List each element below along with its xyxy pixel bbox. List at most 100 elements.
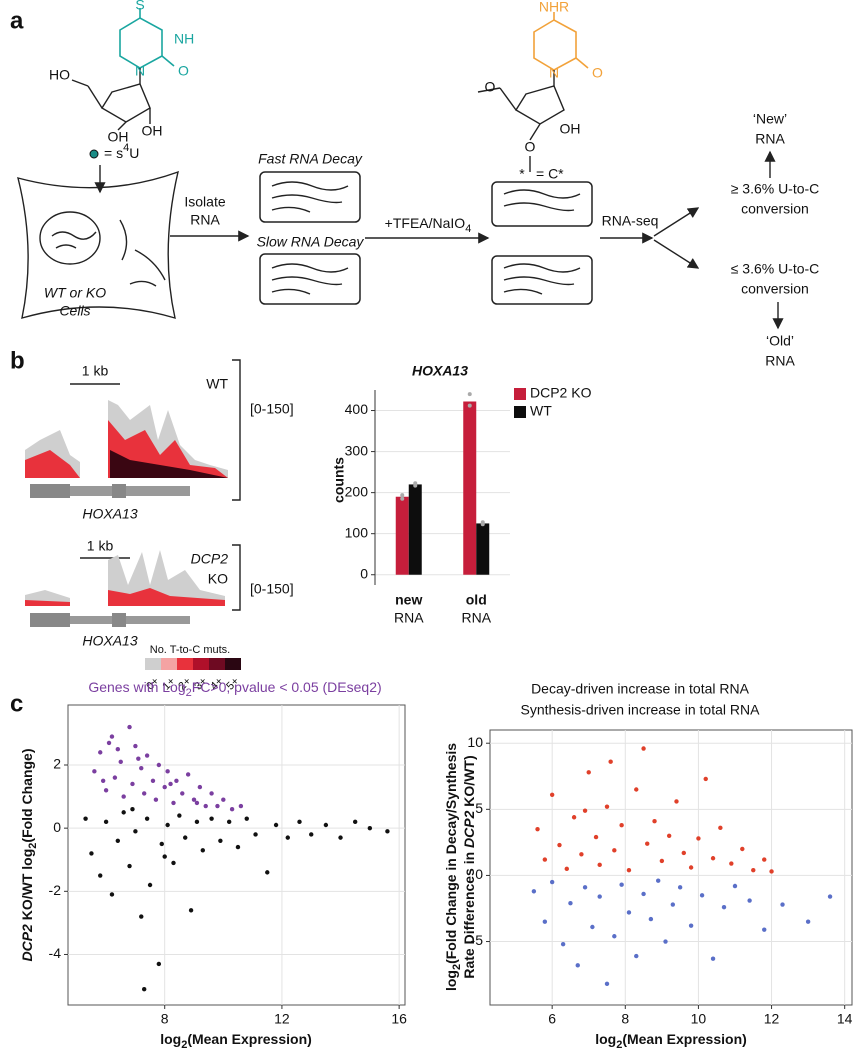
- chart-title: HOXA13: [412, 363, 468, 379]
- x-tick-label: 6: [548, 1011, 556, 1027]
- y-tick-label: 10: [467, 734, 483, 750]
- point: [531, 889, 537, 894]
- point: [100, 778, 106, 783]
- point: [156, 762, 162, 768]
- point: [156, 961, 162, 967]
- atom: OH: [142, 123, 163, 139]
- point: [619, 882, 624, 887]
- atom: HO: [49, 67, 70, 83]
- point: [732, 883, 738, 889]
- y-tick-label: 0: [360, 565, 368, 581]
- point: [681, 850, 686, 856]
- outcome: RNA: [765, 353, 795, 369]
- point: [729, 861, 734, 866]
- point: [593, 834, 599, 840]
- point: [549, 792, 555, 797]
- point: [827, 894, 833, 899]
- y-axis-label: log2(Fold Change in Decay/Synthesis: [443, 743, 463, 991]
- gene-model: [30, 616, 190, 624]
- point: [165, 769, 170, 774]
- point: [171, 860, 176, 866]
- step-label: RNA: [190, 212, 220, 228]
- track-label: KO: [208, 571, 228, 587]
- point: [162, 854, 167, 859]
- point: [127, 863, 132, 869]
- track-range: [0-150]: [250, 401, 294, 417]
- point: [200, 848, 205, 853]
- point: [98, 873, 103, 878]
- point: [634, 787, 639, 792]
- point: [139, 914, 144, 919]
- point: [185, 772, 191, 777]
- point: [150, 778, 156, 783]
- y-tick-label: -2: [49, 882, 62, 898]
- point: [221, 797, 226, 802]
- point: [721, 904, 727, 910]
- track-label: DCP2: [191, 551, 229, 567]
- point: [103, 788, 109, 793]
- point: [197, 784, 203, 790]
- point: [144, 816, 150, 821]
- point: [352, 819, 358, 825]
- legend-swatch: [161, 658, 177, 670]
- point: [109, 892, 115, 897]
- outcome: ≤ 3.6% U-to-C: [731, 261, 820, 277]
- rna: [503, 189, 581, 295]
- point: [153, 797, 159, 802]
- star: *: [519, 166, 525, 182]
- rna: [271, 181, 349, 295]
- point: [751, 867, 756, 873]
- point: [209, 816, 214, 821]
- atom: O: [485, 79, 496, 95]
- legend-label: WT: [530, 403, 552, 419]
- point: [677, 885, 683, 890]
- point: [560, 941, 566, 947]
- point: [136, 756, 141, 761]
- legend-swatch: [193, 658, 209, 670]
- point: [648, 916, 654, 922]
- point: [174, 778, 179, 783]
- legend-swatch: [209, 658, 225, 670]
- point: [612, 934, 617, 939]
- point: [133, 829, 138, 834]
- point: [297, 819, 302, 825]
- point: [367, 825, 373, 831]
- atom: N: [549, 65, 559, 81]
- y-tick-label: -5: [471, 932, 484, 948]
- point: [597, 894, 602, 899]
- point: [235, 844, 241, 850]
- x-tick-label: 8: [621, 1011, 629, 1027]
- point: [177, 813, 182, 818]
- replicate-point: [400, 496, 405, 501]
- point: [141, 791, 147, 796]
- point: [597, 862, 602, 868]
- exon: [30, 613, 70, 627]
- point: [549, 879, 555, 885]
- point: [112, 775, 118, 780]
- point: [740, 846, 745, 852]
- legend-swatch: [177, 658, 193, 670]
- panel-label: a: [10, 7, 24, 34]
- point: [338, 835, 343, 840]
- point: [762, 927, 767, 932]
- atom: O: [178, 63, 189, 79]
- cell-label: Cells: [59, 303, 90, 319]
- x-tick-sublabel: RNA: [394, 610, 424, 626]
- replicate-point: [467, 403, 472, 408]
- point: [209, 791, 214, 796]
- point: [568, 900, 573, 906]
- point: [203, 803, 208, 809]
- point: [121, 810, 126, 815]
- point: [165, 822, 170, 828]
- point: [188, 908, 194, 913]
- point: [582, 808, 588, 813]
- point: [194, 800, 200, 806]
- x-tick-label: 16: [391, 1011, 407, 1027]
- s4u-structure: S NH O N HO OH OH = s4U: [49, 0, 194, 161]
- x-tick-label: 14: [837, 1011, 853, 1027]
- replicate-point: [467, 392, 472, 397]
- point: [626, 867, 632, 873]
- point: [144, 753, 150, 758]
- point: [542, 857, 548, 862]
- outcome: ‘New’: [753, 111, 787, 127]
